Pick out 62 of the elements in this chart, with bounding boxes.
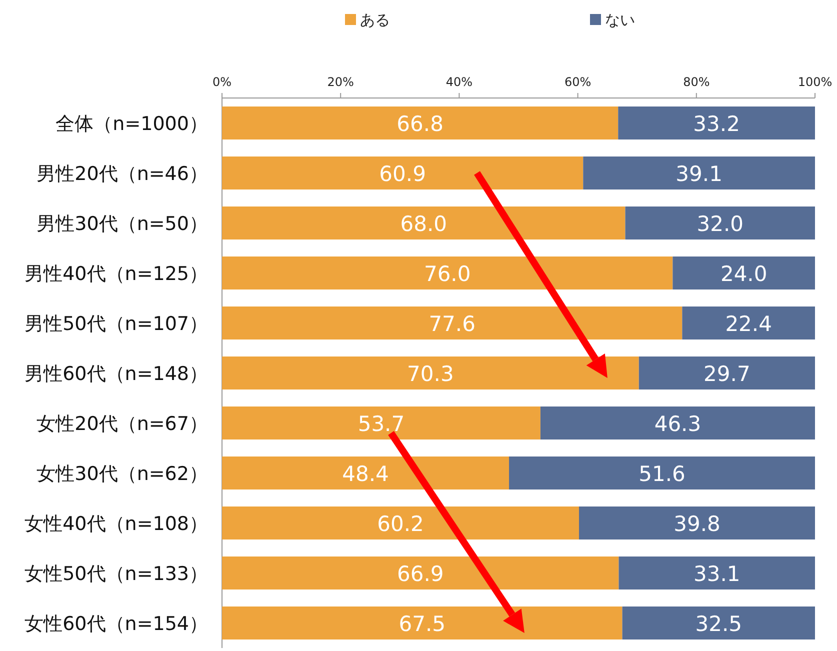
data-label: 68.0 — [400, 212, 448, 236]
data-label: 39.1 — [676, 162, 722, 186]
y-tick-label: 男性40代（n=125） — [24, 263, 208, 285]
data-label: 60.2 — [377, 512, 424, 536]
bar — [682, 306, 815, 340]
bar — [622, 606, 815, 640]
y-tick-label: 男性20代（n=46） — [36, 163, 208, 185]
data-label: 39.8 — [674, 512, 720, 536]
data-label: 77.6 — [428, 312, 476, 336]
bar — [618, 106, 815, 140]
x-tick-label: 80% — [683, 75, 710, 89]
bar — [222, 506, 579, 540]
data-label: 32.0 — [696, 212, 744, 236]
y-tick-label: 女性30代（n=62） — [36, 463, 208, 485]
y-tick-label: 女性40代（n=108） — [24, 513, 208, 535]
legend-label: ある — [360, 11, 390, 29]
bar — [222, 106, 618, 140]
data-label: 66.8 — [396, 112, 444, 136]
data-label: 32.5 — [695, 612, 742, 636]
data-label: 53.7 — [358, 412, 405, 436]
bar — [540, 406, 815, 440]
y-tick-label: 男性60代（n=148） — [24, 363, 208, 385]
data-label: 67.5 — [398, 612, 446, 636]
data-label: 51.6 — [638, 462, 686, 486]
y-tick-label: 女性50代（n=133） — [24, 563, 208, 585]
data-label: 24.0 — [720, 262, 768, 286]
x-tick-label: 0% — [212, 75, 232, 89]
y-tick-label: 女性20代（n=67） — [36, 413, 208, 435]
bar — [618, 556, 815, 590]
data-label: 33.1 — [693, 562, 740, 586]
data-label: 60.9 — [379, 162, 426, 186]
bar — [638, 356, 815, 390]
data-label: 76.0 — [424, 262, 471, 286]
bar — [222, 206, 626, 240]
y-tick-label: 男性50代（n=107） — [24, 313, 208, 335]
data-label: 22.4 — [725, 312, 772, 336]
data-label: 66.9 — [396, 562, 444, 586]
bar — [222, 156, 584, 190]
x-tick-label: 20% — [327, 75, 354, 89]
bar — [583, 156, 815, 190]
y-tick-label: 全体（n=1000） — [56, 113, 208, 135]
data-label: 70.3 — [407, 362, 454, 386]
bar — [672, 256, 815, 290]
bar — [222, 256, 673, 290]
bar — [222, 606, 622, 640]
data-label: 46.3 — [654, 412, 702, 436]
bar — [625, 206, 815, 240]
y-tick-label: 男性30代（n=50） — [36, 213, 208, 235]
y-tick-label: 女性60代（n=154） — [24, 613, 208, 635]
x-tick-label: 100% — [798, 75, 832, 89]
legend-label: ない — [605, 11, 635, 29]
bar — [578, 506, 815, 540]
x-tick-label: 60% — [564, 75, 592, 89]
bar — [222, 556, 619, 590]
bar — [222, 456, 510, 490]
bar — [222, 406, 540, 440]
bar — [222, 306, 682, 340]
data-label: 29.7 — [704, 362, 750, 386]
data-label: 33.2 — [693, 112, 740, 136]
x-tick-label: 40% — [446, 75, 473, 89]
data-label: 48.4 — [342, 462, 389, 486]
bar — [509, 456, 815, 490]
